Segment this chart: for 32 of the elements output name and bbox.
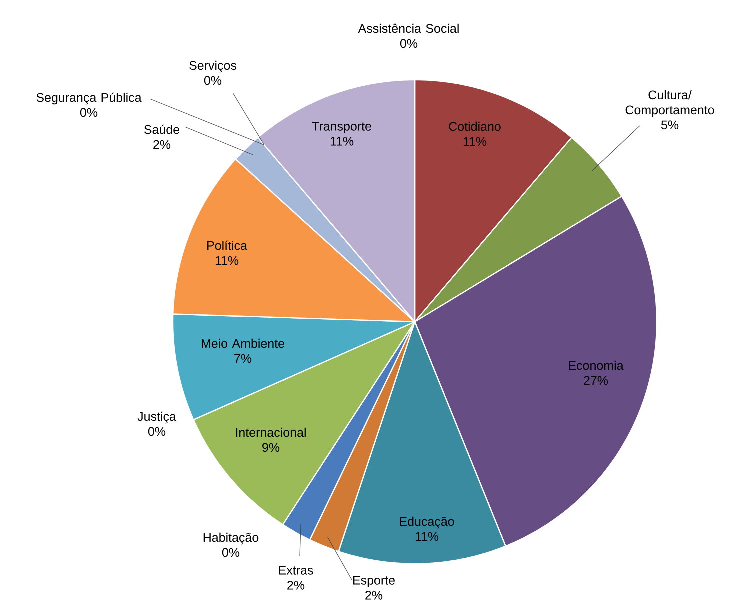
data-label: 11% (216, 256, 239, 266)
slice-label: Cotidiano (449, 122, 501, 132)
text: 0% (222, 548, 240, 558)
slice-label: Internacional (236, 428, 306, 438)
slice-label: Esporte (353, 576, 395, 588)
category-label: Assistência Social (358, 24, 459, 34)
category-label: Segurança Pública (36, 92, 142, 105)
text: 0% (400, 39, 418, 48)
text: 0% (80, 108, 98, 118)
slice-label: Política (208, 240, 248, 250)
data-label: 9% (262, 443, 280, 452)
data-label: 2% (154, 140, 171, 150)
slice-label: Meio Ambiente (202, 338, 284, 348)
category-label: Justiça (138, 412, 176, 424)
slice-label: Educação (400, 516, 454, 529)
slice-label: Transporte (312, 122, 372, 134)
data-label: 11% (464, 137, 487, 146)
slice-label: Saúde (144, 124, 180, 134)
category-label: Serviços (190, 60, 237, 73)
data-label: 2% (288, 581, 305, 590)
slice-label: Extras (279, 566, 314, 575)
category-label: Habitação (204, 532, 259, 545)
data-label: 11% (330, 137, 354, 146)
data-label: 27% (584, 376, 608, 386)
data-label: 2% (366, 591, 383, 600)
slice-label: Economia (569, 360, 624, 370)
data-label: 11% (416, 532, 439, 542)
slice-label: Cultura/ Comportamento (626, 90, 714, 118)
text: 0% (148, 427, 166, 436)
data-label: 7% (234, 354, 252, 364)
data-label: 5% (661, 120, 679, 130)
text: 0% (204, 76, 222, 86)
